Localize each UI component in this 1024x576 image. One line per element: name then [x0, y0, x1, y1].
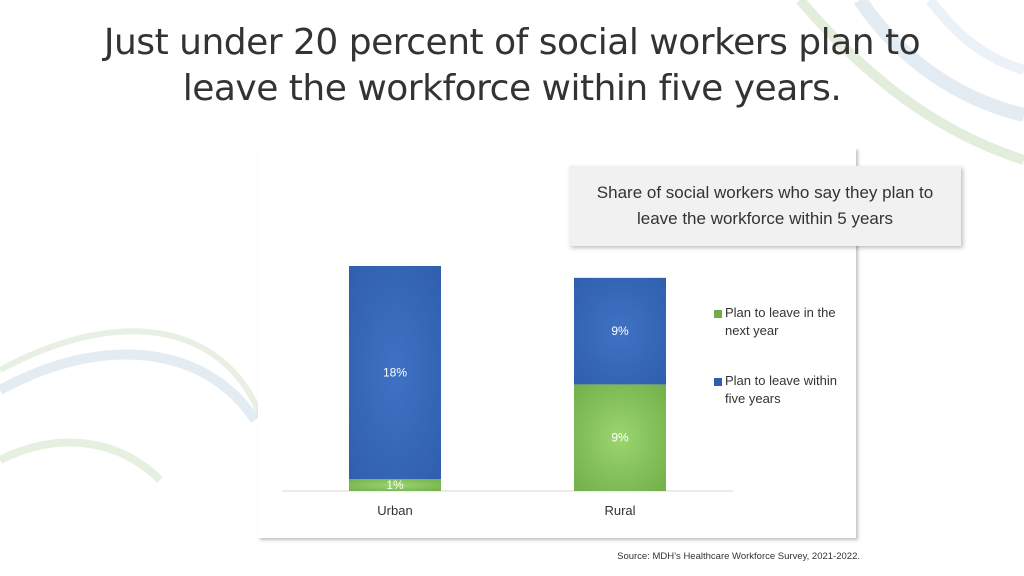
legend-label: Plan to leave in the next year — [725, 305, 836, 338]
chart-title-box: Share of social workers who say they pla… — [569, 166, 961, 246]
legend-swatch-green — [714, 310, 722, 318]
legend-label: Plan to leave within five years — [725, 373, 838, 406]
bar-rural-series-1 — [574, 384, 666, 491]
bar-urban-series-1 — [349, 479, 441, 491]
slide-title: Just under 20 percent of social workers … — [103, 22, 921, 109]
bar-rural-series-2 — [574, 277, 666, 385]
source-note: Source: MDH’s Healthcare Workforce Surve… — [617, 551, 860, 562]
legend-item-next-year: Plan to leave in the next year — [714, 304, 844, 340]
data-label: 18% — [383, 366, 407, 380]
data-label: 9% — [611, 324, 629, 338]
legend-swatch-blue — [714, 378, 722, 386]
bar-urban-series-2 — [349, 266, 441, 480]
category-label: Urban — [377, 503, 412, 518]
category-label: Rural — [604, 503, 635, 518]
chart-legend: Plan to leave in the next year Plan to l… — [714, 304, 844, 440]
data-label: 9% — [611, 431, 629, 445]
legend-item-five-years: Plan to leave within five years — [714, 372, 844, 408]
data-label: 1% — [386, 478, 404, 492]
chart-title: Share of social workers who say they pla… — [596, 183, 934, 228]
